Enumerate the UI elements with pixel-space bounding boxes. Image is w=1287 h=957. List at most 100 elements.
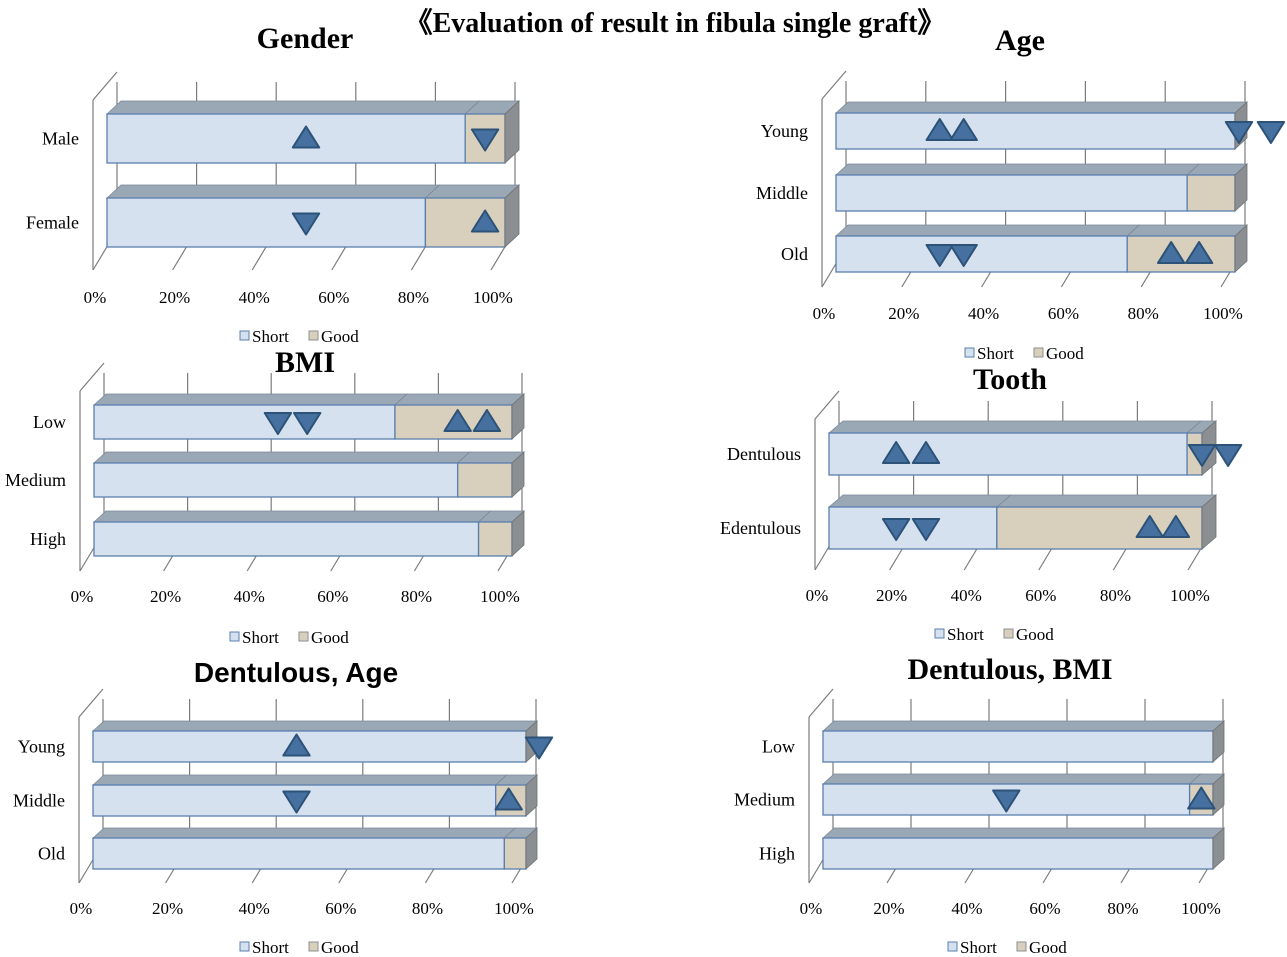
down-triangle-marker bbox=[292, 412, 322, 435]
bars: Dentulous Edentulous bbox=[720, 420, 1218, 550]
down-triangle-marker bbox=[291, 212, 321, 236]
tick-label: 100% bbox=[473, 288, 513, 307]
up-triangle-marker bbox=[443, 409, 472, 432]
legend-swatch-short bbox=[934, 628, 945, 639]
category-label: Edentulous bbox=[720, 518, 801, 538]
bar-top-short bbox=[827, 420, 1203, 434]
category-label: Dentulous bbox=[727, 444, 801, 464]
bar-short-high bbox=[93, 521, 480, 557]
down-triangle-marker bbox=[524, 736, 554, 760]
category-label: Medium bbox=[5, 470, 66, 490]
category-label: Female bbox=[26, 213, 79, 233]
bar-row-low: Low bbox=[762, 720, 1226, 763]
bar-top-short bbox=[92, 451, 471, 464]
bars: Young Middle Old bbox=[13, 720, 539, 870]
bar-top-short bbox=[92, 393, 408, 406]
tick-label: 60% bbox=[317, 587, 348, 606]
bar-top-short bbox=[834, 101, 1249, 114]
bar-short-dentulous bbox=[828, 432, 1188, 476]
category-label: High bbox=[30, 529, 66, 549]
up-triangle-marker bbox=[1187, 786, 1216, 810]
legend-swatch-short bbox=[964, 347, 975, 358]
bar-good-high bbox=[477, 521, 513, 557]
markers bbox=[992, 786, 1216, 813]
bar-good-middle bbox=[1186, 174, 1236, 212]
x-axis-ticks: 0% 20% 40% 60% 80% 100% bbox=[84, 288, 513, 307]
bar-short-young bbox=[835, 112, 1236, 150]
legend-label-short: Short bbox=[252, 938, 289, 957]
tick-label: 60% bbox=[1029, 899, 1060, 918]
legend-label-short: Short bbox=[252, 327, 289, 346]
legend: Short Good bbox=[947, 938, 1067, 957]
bar-top-short bbox=[821, 827, 1226, 839]
up-triangle-marker bbox=[291, 125, 321, 149]
up-triangle-marker bbox=[925, 118, 954, 141]
tick-label: 40% bbox=[239, 288, 270, 307]
bar-row-low: Low bbox=[33, 393, 526, 440]
tick-label: 80% bbox=[401, 587, 432, 606]
tick-label: 20% bbox=[888, 304, 919, 323]
legend-swatch-short bbox=[947, 941, 958, 952]
bar-top-short bbox=[92, 510, 492, 523]
bar-row-old: Old bbox=[781, 224, 1249, 273]
category-label: Old bbox=[781, 244, 808, 264]
down-triangle-marker bbox=[263, 412, 293, 435]
legend-label-short: Short bbox=[242, 628, 279, 647]
category-label: Young bbox=[761, 121, 808, 141]
bar-top-short bbox=[105, 184, 441, 199]
tick-label: 0% bbox=[71, 587, 94, 606]
charts-container: 0% 20% 40% 60% 80% 100% Male Female Gender Short G… bbox=[5, 22, 1286, 957]
bar-top-good bbox=[1126, 224, 1249, 237]
chart-title: Dentulous, BMI bbox=[907, 653, 1112, 686]
bar-short-old bbox=[92, 837, 506, 870]
category-label: Medium bbox=[734, 790, 795, 810]
tick-label: 80% bbox=[1107, 899, 1138, 918]
bar-good-old bbox=[503, 837, 527, 870]
tick-label: 0% bbox=[800, 899, 823, 918]
markers bbox=[263, 409, 502, 435]
down-triangle-marker bbox=[470, 128, 500, 152]
legend-label-good: Good bbox=[321, 938, 359, 957]
down-triangle-marker bbox=[1187, 444, 1217, 467]
tick-label: 20% bbox=[159, 288, 190, 307]
chart-dentulous-bmi: 0% 20% 40% 60% 80% 100% Low Medium High Dentulous… bbox=[734, 653, 1226, 957]
legend-swatch-good bbox=[1003, 628, 1014, 639]
tick-label: 20% bbox=[876, 586, 907, 605]
bars: Low Medium High bbox=[5, 393, 526, 557]
down-triangle-marker bbox=[925, 244, 954, 267]
legend-swatch-good bbox=[308, 330, 319, 341]
chart-gender: 0% 20% 40% 60% 80% 100% Male Female Gender Short G… bbox=[26, 22, 521, 346]
down-triangle-marker bbox=[992, 789, 1021, 813]
legend: Short Good bbox=[229, 628, 349, 647]
tick-label: 80% bbox=[1128, 304, 1159, 323]
bar-top-short bbox=[834, 163, 1201, 176]
left-wall-top bbox=[821, 70, 847, 100]
up-triangle-marker bbox=[949, 118, 978, 141]
tick-label: 40% bbox=[951, 899, 982, 918]
bar-side bbox=[504, 184, 520, 248]
tick-label: 0% bbox=[806, 586, 829, 605]
bar-short-young bbox=[92, 730, 527, 763]
category-label: Middle bbox=[756, 183, 808, 203]
legend-swatch-good bbox=[298, 631, 309, 642]
bar-side bbox=[1234, 224, 1248, 273]
legend-label-short: Short bbox=[977, 344, 1014, 363]
bar-row-middle: Middle bbox=[756, 163, 1249, 212]
tick-label: 80% bbox=[1100, 586, 1131, 605]
bars: Male Female bbox=[26, 100, 521, 248]
bar-top-short bbox=[91, 720, 539, 732]
bar-row-medium: Medium bbox=[734, 773, 1226, 816]
legend-label-good: Good bbox=[321, 327, 359, 346]
up-triangle-marker bbox=[472, 409, 502, 432]
chart-bmi: 0% 20% 40% 60% 80% 100% Low Medium High BMI Short G… bbox=[5, 346, 526, 647]
tick-label: 80% bbox=[412, 899, 443, 918]
bar-row-high: High bbox=[30, 510, 526, 557]
tick-label: 60% bbox=[1048, 304, 1079, 323]
tick-label: 60% bbox=[1025, 586, 1056, 605]
legend-swatch-good bbox=[1016, 941, 1027, 952]
chart-title: BMI bbox=[275, 346, 335, 379]
up-triangle-marker bbox=[911, 441, 941, 464]
bar-top-short bbox=[91, 774, 508, 786]
chart-title: Gender bbox=[257, 22, 354, 55]
